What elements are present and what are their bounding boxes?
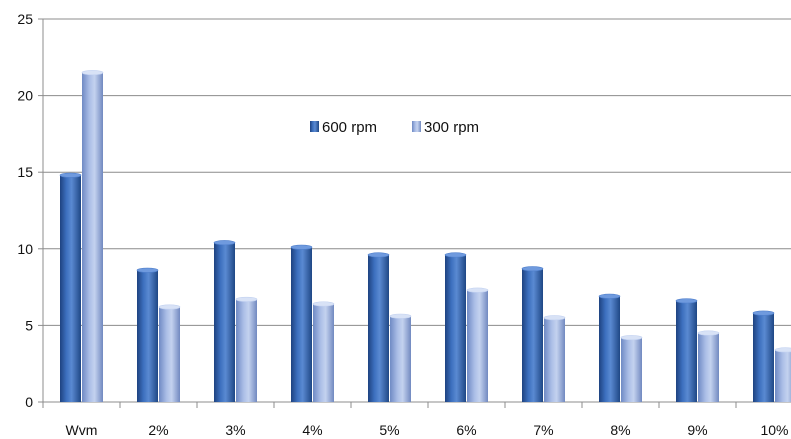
x-tick-label: 4% [302,422,322,438]
bar-series2-3 [312,301,335,402]
bar-series1-1 [136,267,159,402]
bar-body [236,299,257,402]
bar-cap [466,287,489,293]
bar-body [137,270,158,402]
x-tick-label: Wvm [66,422,98,438]
bar-series1-8 [675,298,698,402]
x-tick-labels: Wvm 2% 3% 4% 5% 6% 7% 8% 9% 10% [66,422,789,438]
bar-cap [774,347,791,353]
bar-cap [235,296,258,302]
bar-cap [290,244,313,250]
bar-body [775,349,791,402]
y-tick-label: 0 [25,394,33,410]
x-tick-label: 3% [225,422,245,438]
bar-series2-1 [158,304,181,402]
y-tick-label: 15 [17,164,33,180]
x-tick-label: 8% [610,422,630,438]
bar-body [291,247,312,402]
y-tick-label: 5 [25,317,33,333]
x-tick-label: 5% [379,422,399,438]
bar-cap [444,252,467,258]
bar-series1-9 [752,310,775,402]
bar-body [390,316,411,402]
bar-series2-7 [620,335,643,402]
bar-cap [367,252,390,258]
bar-body [621,337,642,402]
bar-cap [521,266,544,272]
bar-body [445,254,466,402]
bar-body [467,290,488,402]
bar-body [698,333,719,402]
bar-cap [158,304,181,310]
x-tick-label: 9% [687,422,707,438]
bar-cap [697,330,720,336]
bar-body [544,317,565,402]
bar-body [60,175,81,402]
bar-body [522,268,543,402]
bar-cap [543,315,566,321]
y-tick-label: 20 [17,88,33,104]
y-tick-label: 10 [17,241,33,257]
bar-series1-0 [59,172,82,402]
bar-cap [675,298,698,304]
bar-cap [312,301,335,307]
bar-cap [81,70,104,76]
bar-body [82,72,103,403]
bar-series1-6 [521,266,544,402]
bar-cap [389,313,412,319]
bar-cap [59,172,82,178]
legend-item-2: 300 rpm [412,119,479,136]
bar-series1-3 [290,244,313,402]
y-tick-labels: 0 5 10 15 20 25 [17,11,33,410]
legend-swatch [310,121,319,132]
bar-body [214,242,235,402]
bar-body [159,307,180,402]
legend-item-1: 600 rpm [310,119,377,136]
y-tick-label: 25 [17,11,33,27]
bar-body [313,303,334,402]
bar-series2-6 [543,315,566,402]
bar-series2-2 [235,296,258,402]
bar-cap [213,240,236,246]
grid-lines [43,18,791,326]
bar-cap [620,335,643,341]
x-tick-label: 6% [456,422,476,438]
bar-body [753,313,774,402]
x-tick-label: 2% [148,422,168,438]
bar-series2-9 [774,347,791,402]
bar-series1-5 [444,252,467,402]
bars [59,70,791,403]
bar-series2-5 [466,287,489,402]
bar-cap [136,267,159,273]
legend-swatch [412,121,421,132]
legend-label: 600 rpm [322,119,377,136]
bar-series2-0 [81,70,104,403]
bar-cap [752,310,775,316]
bar-series1-4 [367,252,390,402]
x-tick-label: 7% [533,422,553,438]
legend: 600 rpm 300 rpm [310,119,479,136]
bar-series1-2 [213,240,236,402]
bar-series1-7 [598,293,621,402]
bar-body [368,254,389,402]
legend-label: 300 rpm [424,119,479,136]
bar-body [676,300,697,402]
bar-body [599,296,620,402]
bar-cap [598,293,621,299]
x-tick-label: 10% [760,422,788,438]
bar-series2-4 [389,313,412,402]
bar-series2-8 [697,330,720,402]
